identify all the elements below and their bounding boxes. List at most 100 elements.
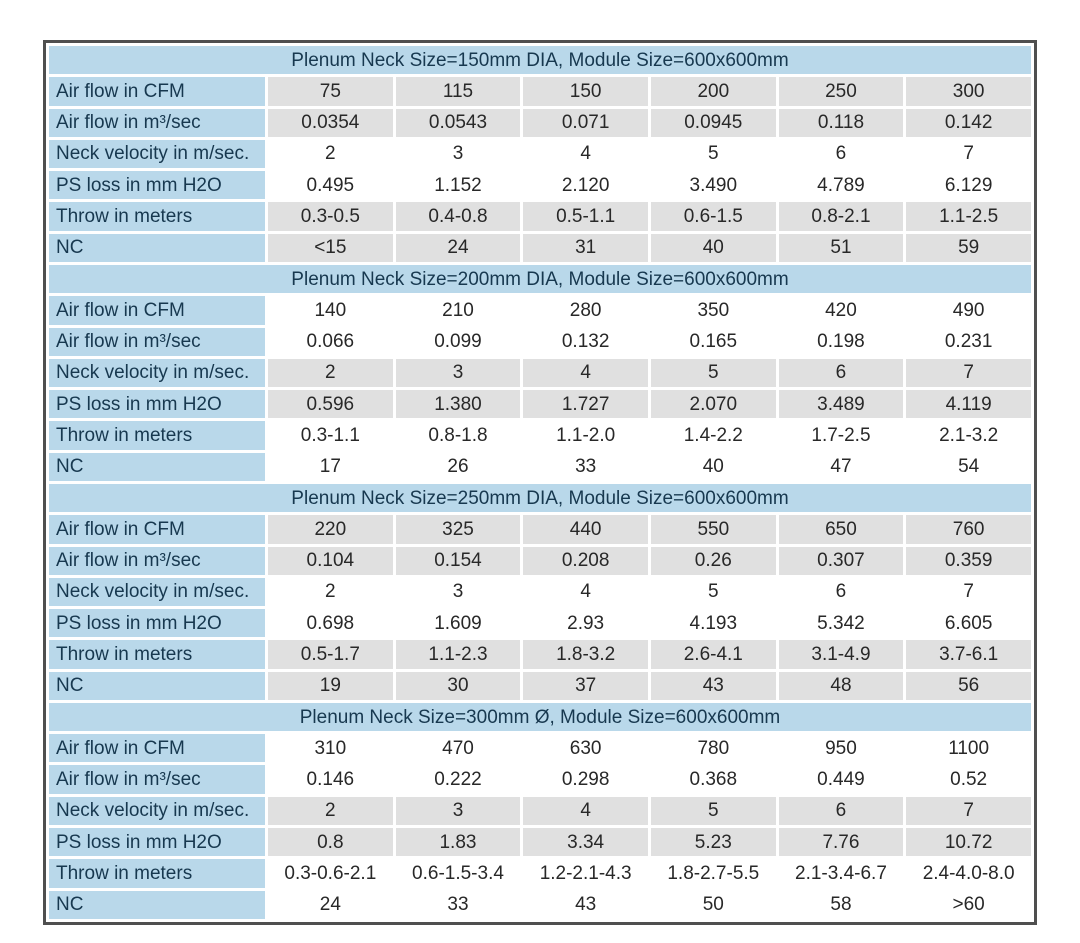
value-cell: 3 [395, 796, 521, 826]
row-label: Throw in meters [49, 859, 265, 888]
value-cell: 0.154 [395, 546, 521, 575]
value-cell: 2.6-4.1 [650, 640, 776, 669]
value-cell: 0.4-0.8 [395, 202, 521, 231]
value-cell: 1.8-3.2 [523, 640, 648, 669]
value-cell: 2.1-3.2 [906, 421, 1031, 450]
value-cell: 6.605 [906, 609, 1031, 638]
value-cell: 0.208 [523, 546, 648, 575]
row-label: PS loss in mm H2O [49, 609, 265, 638]
value-cell: 210 [395, 296, 521, 325]
table-row: PS loss in mm H2O 0.8 1.83 3.34 5.23 7.76 10.7… [49, 828, 1031, 857]
value-cell: 59 [906, 233, 1031, 262]
value-cell: 1.1-2.3 [395, 640, 521, 669]
row-label: Air flow in m³/sec [49, 765, 265, 794]
value-cell: 950 [778, 734, 904, 763]
value-cell: 7 [906, 577, 1031, 607]
value-cell: 4 [523, 358, 648, 388]
value-cell: 115 [395, 77, 521, 106]
value-cell: 1.380 [395, 390, 521, 419]
value-cell: 1.609 [395, 609, 521, 638]
value-cell: 0.8 [268, 828, 393, 857]
value-cell: 6 [778, 358, 904, 388]
value-cell: 5 [650, 139, 776, 169]
row-label: NC [49, 890, 265, 919]
value-cell: 3.490 [650, 171, 776, 200]
value-cell: 3.1-4.9 [778, 640, 904, 669]
value-cell: 48 [778, 671, 904, 700]
value-cell: 0.8-2.1 [778, 202, 904, 231]
value-cell: 47 [778, 452, 904, 481]
value-cell: 310 [268, 734, 393, 763]
value-cell: 2.1-3.4-6.7 [778, 859, 904, 888]
value-cell: 7 [906, 139, 1031, 169]
value-cell: 0.132 [523, 327, 648, 356]
value-cell: 40 [650, 233, 776, 262]
table-row: NC 19 30 37 43 48 56 [49, 671, 1031, 700]
value-cell: 350 [650, 296, 776, 325]
value-cell: 5 [650, 358, 776, 388]
value-cell: 3.489 [778, 390, 904, 419]
value-cell: 58 [778, 890, 904, 919]
value-cell: <15 [268, 233, 393, 262]
row-label: NC [49, 671, 265, 700]
value-cell: 0.298 [523, 765, 648, 794]
row-label: PS loss in mm H2O [49, 390, 265, 419]
value-cell: 1.8-2.7-5.5 [650, 859, 776, 888]
value-cell: 420 [778, 296, 904, 325]
value-cell: 490 [906, 296, 1031, 325]
value-cell: 0.307 [778, 546, 904, 575]
section-header: Plenum Neck Size=300mm Ø, Module Size=60… [49, 702, 1031, 732]
value-cell: 0.6-1.5 [650, 202, 776, 231]
value-cell: 630 [523, 734, 648, 763]
table-row: Neck velocity in m/sec. 2 3 4 5 6 7 [49, 358, 1031, 388]
value-cell: 1.4-2.2 [650, 421, 776, 450]
value-cell: 0.146 [268, 765, 393, 794]
value-cell: 0.0945 [650, 108, 776, 137]
table-row: Air flow in m³/sec 0.104 0.154 0.208 0.26 0.3… [49, 546, 1031, 575]
row-label: Neck velocity in m/sec. [49, 139, 265, 169]
value-cell: 0.231 [906, 327, 1031, 356]
value-cell: 6 [778, 796, 904, 826]
value-cell: 250 [778, 77, 904, 106]
value-cell: 220 [268, 515, 393, 544]
row-label: Air flow in m³/sec [49, 546, 265, 575]
row-label: PS loss in mm H2O [49, 171, 265, 200]
value-cell: 0.118 [778, 108, 904, 137]
value-cell: 2.93 [523, 609, 648, 638]
value-cell: 0.198 [778, 327, 904, 356]
value-cell: 4.789 [778, 171, 904, 200]
table-row: Throw in meters 0.3-0.6-2.1 0.6-1.5-3.4 1.2… [49, 859, 1031, 888]
value-cell: 1.1-2.0 [523, 421, 648, 450]
row-label: Neck velocity in m/sec. [49, 358, 265, 388]
value-cell: 0.0543 [395, 108, 521, 137]
value-cell: 0.698 [268, 609, 393, 638]
value-cell: 5.342 [778, 609, 904, 638]
value-cell: 0.066 [268, 327, 393, 356]
value-cell: 1100 [906, 734, 1031, 763]
value-cell: 56 [906, 671, 1031, 700]
row-label: Air flow in m³/sec [49, 108, 265, 137]
value-cell: 7 [906, 358, 1031, 388]
value-cell: 10.72 [906, 828, 1031, 857]
value-cell: 325 [395, 515, 521, 544]
table-row: Air flow in m³/sec 0.146 0.222 0.298 0.368 0.… [49, 765, 1031, 794]
value-cell: 0.8-1.8 [395, 421, 521, 450]
plenum-performance-table: Plenum Neck Size=150mm DIA, Module Size=… [43, 40, 1037, 925]
value-cell: 0.104 [268, 546, 393, 575]
value-cell: 150 [523, 77, 648, 106]
section-header: Plenum Neck Size=150mm DIA, Module Size=… [49, 46, 1031, 75]
value-cell: 4.119 [906, 390, 1031, 419]
value-cell: 0.596 [268, 390, 393, 419]
value-cell: 470 [395, 734, 521, 763]
row-label: NC [49, 233, 265, 262]
value-cell: 4 [523, 796, 648, 826]
row-label: PS loss in mm H2O [49, 828, 265, 857]
value-cell: 0.52 [906, 765, 1031, 794]
value-cell: 2 [268, 796, 393, 826]
value-cell: 4 [523, 577, 648, 607]
value-cell: 31 [523, 233, 648, 262]
row-label: Throw in meters [49, 202, 265, 231]
value-cell: 3 [395, 358, 521, 388]
value-cell: 6 [778, 139, 904, 169]
value-cell: 75 [268, 77, 393, 106]
